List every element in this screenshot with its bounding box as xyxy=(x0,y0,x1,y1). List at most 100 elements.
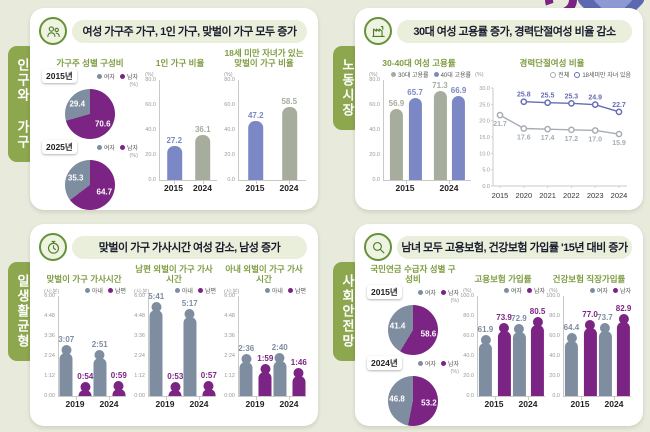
y-tick-label: 2:24 xyxy=(134,353,145,359)
y-axis: 80.0 60.0 40.0 20.0 0.0 xyxy=(222,77,238,183)
plot-row: 100.0 80.0 60.0 40.0 20.0 0.0 61.9 73.9 72.9 80.5 xyxy=(460,293,545,400)
plot-area: 47.2 58.5 xyxy=(238,80,306,184)
pie-chart: 64.7 35.3 xyxy=(65,160,115,210)
chart-title: 건강보험 직장가입률 xyxy=(547,265,631,284)
pie-section: 2015년 여자 남자 (%) 58.6 41.4 xyxy=(367,285,459,355)
value-label: 0:53 xyxy=(167,372,184,382)
bar-column: 47.2 xyxy=(248,111,264,180)
householder-gender-pies: 가구주 성별 구성비 2015년 여자 남자 (%) 70.6 29.4 2025년 여자 남자(… xyxy=(42,49,138,212)
year-badge: 2025년 xyxy=(42,140,77,154)
y-tick-label: 0.0 xyxy=(466,393,474,399)
legend-item: 30대 고용률 xyxy=(391,70,429,79)
bar-column: 58.5 xyxy=(281,97,297,180)
charts-area: 30-40대 여성 고용률 (%) 30대 고용률 40대 고용률 80.0 60.0 40… xyxy=(355,47,643,213)
clock-icon xyxy=(39,233,67,261)
plot-row: 80.0 60.0 40.0 20.0 0.0 56.9 65.7 71.3 66.9 xyxy=(367,77,471,184)
y-tick-label: 4:48 xyxy=(224,313,235,319)
y-tick-label: 40.0 xyxy=(549,353,560,359)
pie-slice-label: 35.3 xyxy=(67,173,84,183)
pie-header: 2015년 여자 남자 xyxy=(42,69,138,83)
x-tick xyxy=(109,397,111,400)
person-bar-head xyxy=(480,335,491,346)
industry-icon xyxy=(364,17,392,45)
person-bar-body xyxy=(168,390,182,396)
bar-column: 65.7 xyxy=(407,88,423,180)
chart-title-line: 맞벌이 가구 비율 xyxy=(234,57,294,68)
bar-column: 0:57 xyxy=(201,371,217,396)
charts-area: 가구주 성별 구성비 2015년 여자 남자 (%) 70.6 29.4 2025년 여자 남자(… xyxy=(30,47,318,212)
card-safety: 남녀 모두 고용보험, 건강보험 가입률 '15년 대비 증가 국민연금 수급자… xyxy=(355,224,643,426)
legend-item: 여자 xyxy=(96,143,115,152)
legend-dot xyxy=(119,144,125,150)
bar-group: 2:51 0:59 xyxy=(91,339,127,396)
bar-column: 71.3 xyxy=(432,81,448,180)
legend-label: 여자 xyxy=(424,361,436,368)
charts-area: 맞벌이 가구 가사시간 (시:분) 아내 남편 6:00 4:48 3:36 2:24 1:12… xyxy=(30,263,318,409)
person-bar-body xyxy=(93,357,107,396)
legend-label: 남자 xyxy=(447,290,459,297)
svg-text:24.9: 24.9 xyxy=(588,95,602,102)
person-bar-head xyxy=(513,324,524,335)
legend-item: 남편 xyxy=(197,286,216,295)
card-population: 여성 가구주 가구, 1인 가구, 맞벌이 가구 모두 증가 가구주 성별 구성… xyxy=(30,8,318,210)
y-tick-label: 0.0 xyxy=(227,177,235,183)
bar-group: 3:07 0:54 xyxy=(58,335,93,396)
x-tick xyxy=(165,397,167,400)
legend-label: 여자 xyxy=(424,290,436,297)
legend-label: 30대 고용률 xyxy=(398,73,429,79)
legend-item: 여자 xyxy=(96,72,115,81)
legend: 아내 남편 xyxy=(264,286,306,295)
legend-label: 아내 xyxy=(271,289,283,295)
value-label: 0:59 xyxy=(110,370,127,380)
x-tick-label: 2019 xyxy=(155,399,175,409)
panel-header: 맞벌이 가구 가사시간 여성 감소, 남성 증가 xyxy=(39,233,307,261)
x-tick-label: 2015 xyxy=(245,183,265,193)
y-tick-label: 6:00 xyxy=(224,293,235,299)
magnifier-icon xyxy=(364,233,392,261)
person-bar-head xyxy=(170,382,181,393)
bar-group: 72.9 80.5 xyxy=(511,307,545,396)
x-tick xyxy=(255,181,257,184)
x-tick xyxy=(289,397,291,400)
y-tick-label: 40.0 xyxy=(224,127,235,133)
chart-title-line: 18세 미만 자녀가 있는 xyxy=(224,48,304,59)
title-band: 여성 가구주 가구, 1인 가구, 맞벌이 가구 모두 증가 xyxy=(72,19,307,43)
chart-title: 30-40대 여성 고용률 xyxy=(367,49,471,68)
legend-item: 여자 xyxy=(589,286,608,295)
legend-label: 여자 xyxy=(510,289,522,295)
bar-group: 36.1 xyxy=(195,125,211,180)
x-axis-labels: 2019 2024 xyxy=(238,397,306,409)
y-tick-label: 3:36 xyxy=(134,333,145,339)
svg-text:2023: 2023 xyxy=(587,191,604,200)
legend-dot xyxy=(264,288,270,293)
person-bar-body xyxy=(258,371,272,396)
svg-text:0.0: 0.0 xyxy=(482,184,490,190)
person-bar-head xyxy=(113,380,124,391)
axis-unit: (%) xyxy=(145,71,154,78)
chart-title: 가구주 성별 구성비 xyxy=(42,49,138,68)
bar-column: 66.9 xyxy=(451,86,466,180)
legend-label: 아내 xyxy=(91,289,103,295)
svg-text:30.0: 30.0 xyxy=(479,86,490,92)
person-bar-head xyxy=(566,332,577,343)
value-label: 58.5 xyxy=(281,96,298,106)
value-label: 2:51 xyxy=(91,339,108,349)
panel-population-households: 인구와 가구 여성 가구주 가구, 1인 가구, 맞벌이 가구 모두 증가 가구… xyxy=(0,0,325,216)
value-label: 77.0 xyxy=(582,310,598,319)
axis-unit: (%) xyxy=(475,71,484,78)
legend-item: 여자 xyxy=(417,288,436,297)
x-tick-label: 2015 xyxy=(395,183,415,193)
svg-text:2024: 2024 xyxy=(611,191,628,200)
value-label: 71.3 xyxy=(432,80,448,90)
y-tick-label: 20.0 xyxy=(145,152,156,158)
value-label: 47.2 xyxy=(247,111,264,120)
person-bar-body xyxy=(512,332,526,396)
legend-dot xyxy=(417,289,423,295)
x-tick-label: 2024 xyxy=(189,399,209,409)
legend-item: 남자 xyxy=(612,286,631,295)
plot-row: 100.0 80.0 60.0 40.0 20.0 0.0 64.4 77.0 73.7 82.9 xyxy=(546,293,631,400)
svg-text:5.0: 5.0 xyxy=(482,168,490,174)
bar-column: 1:46 xyxy=(291,358,307,396)
legend-label: 아내 xyxy=(181,289,193,295)
